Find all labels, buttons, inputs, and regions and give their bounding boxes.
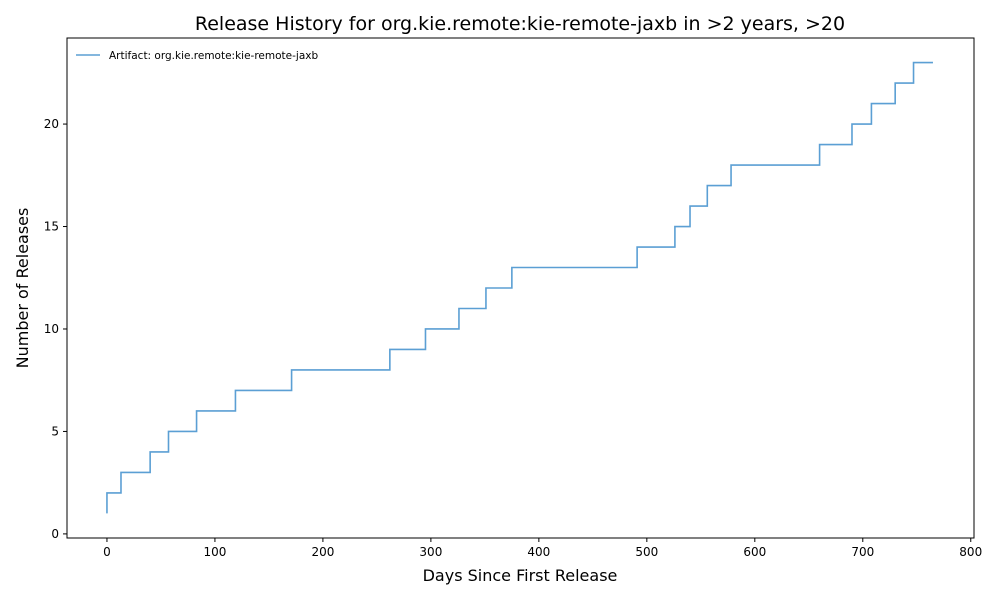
x-axis-label: Days Since First Release: [423, 566, 618, 585]
series-line-0: [106, 61, 933, 514]
x-tick-label: 200: [311, 545, 334, 559]
y-tick-label: 15: [44, 220, 59, 234]
x-tick-label: 100: [203, 545, 226, 559]
x-tick-label: 800: [959, 545, 982, 559]
legend: Artifact: org.kie.remote:kie-remote-jaxb: [76, 50, 318, 62]
y-tick-label: 0: [51, 527, 59, 541]
x-tick-label: 300: [419, 545, 442, 559]
y-tick-label: 20: [44, 117, 59, 131]
x-tick-label: 500: [635, 545, 658, 559]
plot-area: [106, 61, 933, 514]
y-axis-label: Number of Releases: [13, 208, 32, 369]
axis-ticks: 0 100 200 300 400 500 600 700 800 0 5 10 15 20: [44, 117, 982, 559]
y-tick-label: 5: [51, 424, 59, 438]
y-tick-label: 10: [44, 322, 59, 336]
chart-title: Release History for org.kie.remote:kie-r…: [195, 13, 845, 35]
x-tick-label: 0: [103, 545, 111, 559]
plot-frame: [66, 37, 975, 539]
legend-label: Artifact: org.kie.remote:kie-remote-jaxb: [109, 50, 318, 62]
x-tick-label: 400: [527, 545, 550, 559]
x-tick-label: 700: [851, 545, 874, 559]
x-tick-label: 600: [743, 545, 766, 559]
